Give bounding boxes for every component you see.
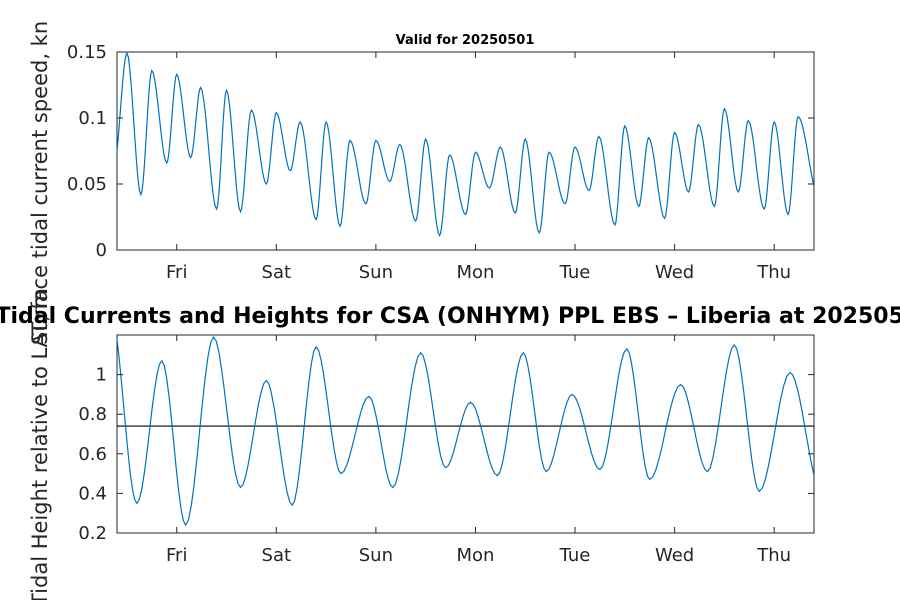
current-speed-y-tick-label: 0	[96, 240, 107, 261]
current-speed-y-tick-label: 0.1	[78, 108, 107, 129]
current-speed-x-tick-label: Thu	[756, 262, 791, 283]
tidal-height-axes-frame	[116, 334, 815, 534]
current-speed-x-tick-label: Fri	[166, 262, 187, 283]
current-speed-x-tick-label: Wed	[655, 262, 694, 283]
tidal-height-x-tick-label: Thu	[756, 545, 791, 566]
current-speed-x-tick-label: Tue	[559, 262, 591, 283]
current-speed-x-tick-label: Sat	[262, 262, 292, 283]
current-speed-series-line	[116, 51, 815, 237]
tidal-height-x-tick-label: Fri	[166, 545, 187, 566]
tidal-height-x-tick-label: Wed	[655, 545, 694, 566]
current-speed-x-tick-label: Mon	[456, 262, 494, 283]
current-speed-x-tick-label: Sun	[359, 262, 393, 283]
tidal-height-x-tick-label: Sat	[262, 545, 292, 566]
tidal-height-y-tick-label: 1	[96, 365, 107, 386]
current-speed-plot: Fri Sat Sun Mon Tue Wed Thu 0 0.05 0.1 0.15 Valid…	[28, 21, 815, 345]
tidal-height-plot: Fri Sat Sun Mon Tue Wed Thu 0.2 0.4 0.6 0.8 1 Tida…	[0, 288, 900, 600]
current-speed-y-axis-label: Surface tidal current speed, kn	[28, 21, 52, 345]
tidal-height-y-ticks: 0.2 0.4 0.6 0.8 1	[78, 365, 814, 544]
tidal-height-plot-title: Tidal Currents and Heights for CSA (ONHY…	[0, 304, 900, 329]
tidal-height-x-tick-label: Tue	[559, 545, 591, 566]
tidal-height-y-axis-label: Tidal Height relative to LAT, m	[28, 288, 52, 600]
current-speed-x-ticks: Fri Sat Sun Mon Tue Wed Thu	[166, 52, 791, 283]
current-speed-plot-title: Valid for 20250501	[396, 33, 535, 48]
current-speed-y-tick-label: 0.15	[67, 42, 107, 63]
tidal-height-x-ticks: Fri Sat Sun Mon Tue Wed Thu	[166, 335, 791, 566]
tidal-height-x-tick-label: Sun	[359, 545, 393, 566]
tidal-height-y-tick-label: 0.6	[78, 444, 107, 465]
tidal-height-x-tick-label: Mon	[456, 545, 494, 566]
current-speed-y-tick-label: 0.05	[67, 174, 107, 195]
tidal-height-y-tick-label: 0.8	[78, 404, 107, 425]
tidal-height-y-tick-label: 0.4	[78, 483, 107, 504]
current-speed-y-ticks: 0 0.05 0.1 0.15	[67, 42, 814, 261]
tidal-height-y-tick-label: 0.2	[78, 523, 107, 544]
tidal-height-series-line	[116, 335, 815, 527]
